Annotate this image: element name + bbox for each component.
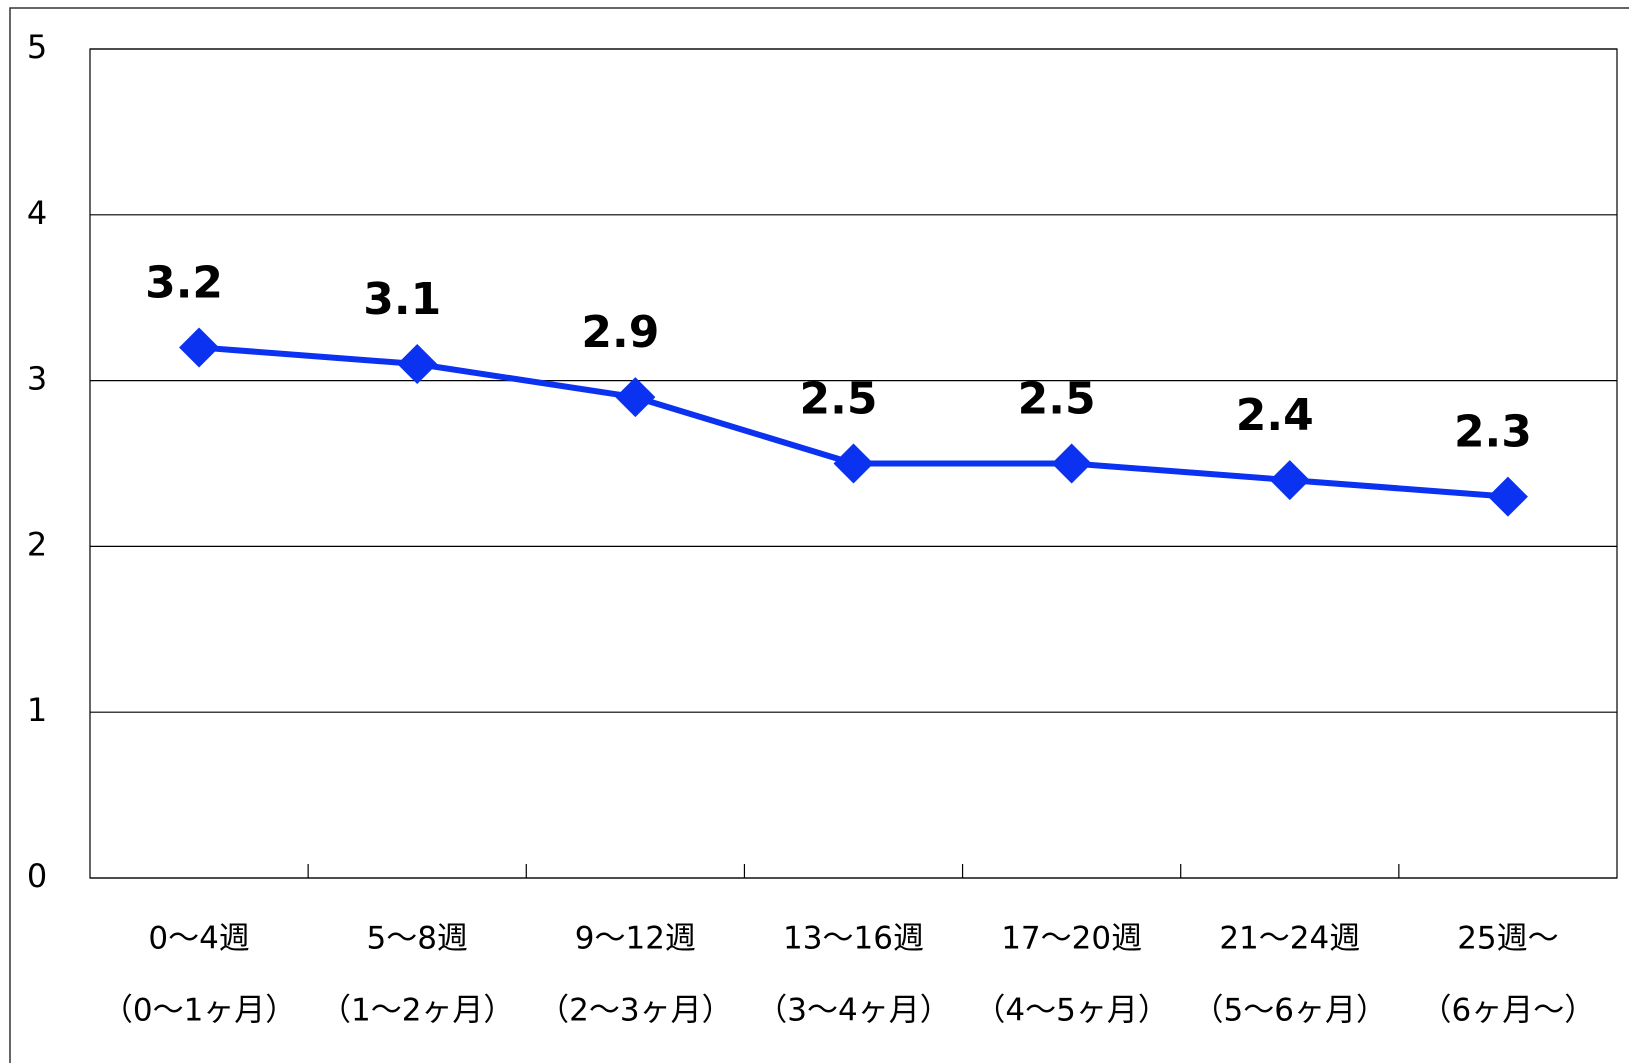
marker [833, 443, 874, 484]
marker [1269, 460, 1310, 501]
data-label: 2.5 [1018, 374, 1096, 425]
data-label: 2.3 [1454, 407, 1532, 458]
y-tick-label: 5 [27, 28, 47, 66]
chart-border [9, 7, 1629, 1063]
x-tick-label: （6ヶ月～） [1421, 993, 1596, 1029]
x-tick-label: （2～3ヶ月） [538, 993, 732, 1029]
x-tick-label: 25週～ [1457, 921, 1558, 957]
x-tick-label: （4～5ヶ月） [974, 993, 1168, 1029]
x-tick-label: 13～16週 [783, 921, 924, 957]
x-tick-label: 17～20週 [1001, 921, 1142, 957]
y-tick-label: 4 [27, 194, 47, 232]
data-label: 2.4 [1236, 390, 1314, 441]
y-tick-label: 1 [27, 691, 47, 729]
data-label: 3.2 [145, 257, 223, 308]
y-tick-label: 3 [27, 360, 47, 398]
marker [179, 327, 220, 368]
marker [1051, 443, 1092, 484]
x-tick-label: 9～12週 [575, 921, 696, 957]
x-tick-label: （0～1ヶ月） [102, 993, 296, 1029]
y-tick-label: 0 [27, 857, 47, 895]
marker [615, 377, 656, 418]
x-tick-label: 0～4週 [148, 921, 249, 957]
data-label: 2.9 [581, 307, 659, 358]
data-label: 3.1 [363, 274, 441, 325]
x-tick-label: （5～6ヶ月） [1193, 993, 1387, 1029]
x-tick-label: 21～24週 [1219, 921, 1360, 957]
marker [397, 344, 438, 385]
data-label: 2.5 [800, 374, 878, 425]
x-tick-label: （3～4ヶ月） [756, 993, 950, 1029]
x-tick-label: 5～8週 [366, 921, 467, 957]
x-tick-label: （1～2ヶ月） [320, 993, 514, 1029]
marker [1487, 476, 1528, 517]
y-tick-label: 2 [27, 525, 47, 563]
